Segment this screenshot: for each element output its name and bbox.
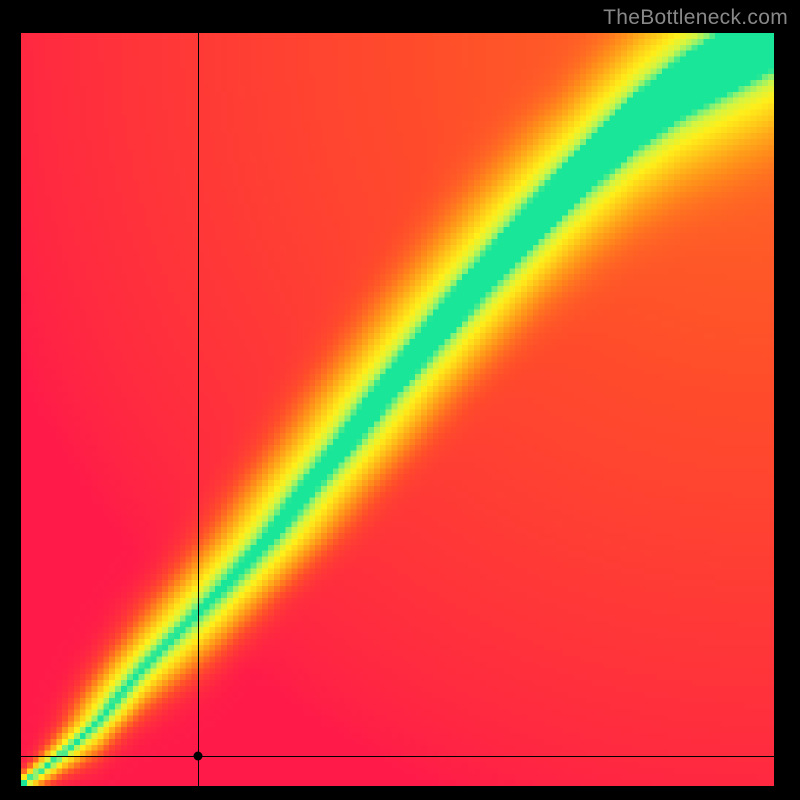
- crosshair-dot: [193, 751, 202, 760]
- heatmap-canvas: [21, 33, 774, 786]
- crosshair-vertical-line: [198, 33, 199, 786]
- crosshair-horizontal-line: [21, 756, 774, 757]
- plot-area: [21, 33, 774, 786]
- watermark-text: TheBottleneck.com: [603, 6, 788, 30]
